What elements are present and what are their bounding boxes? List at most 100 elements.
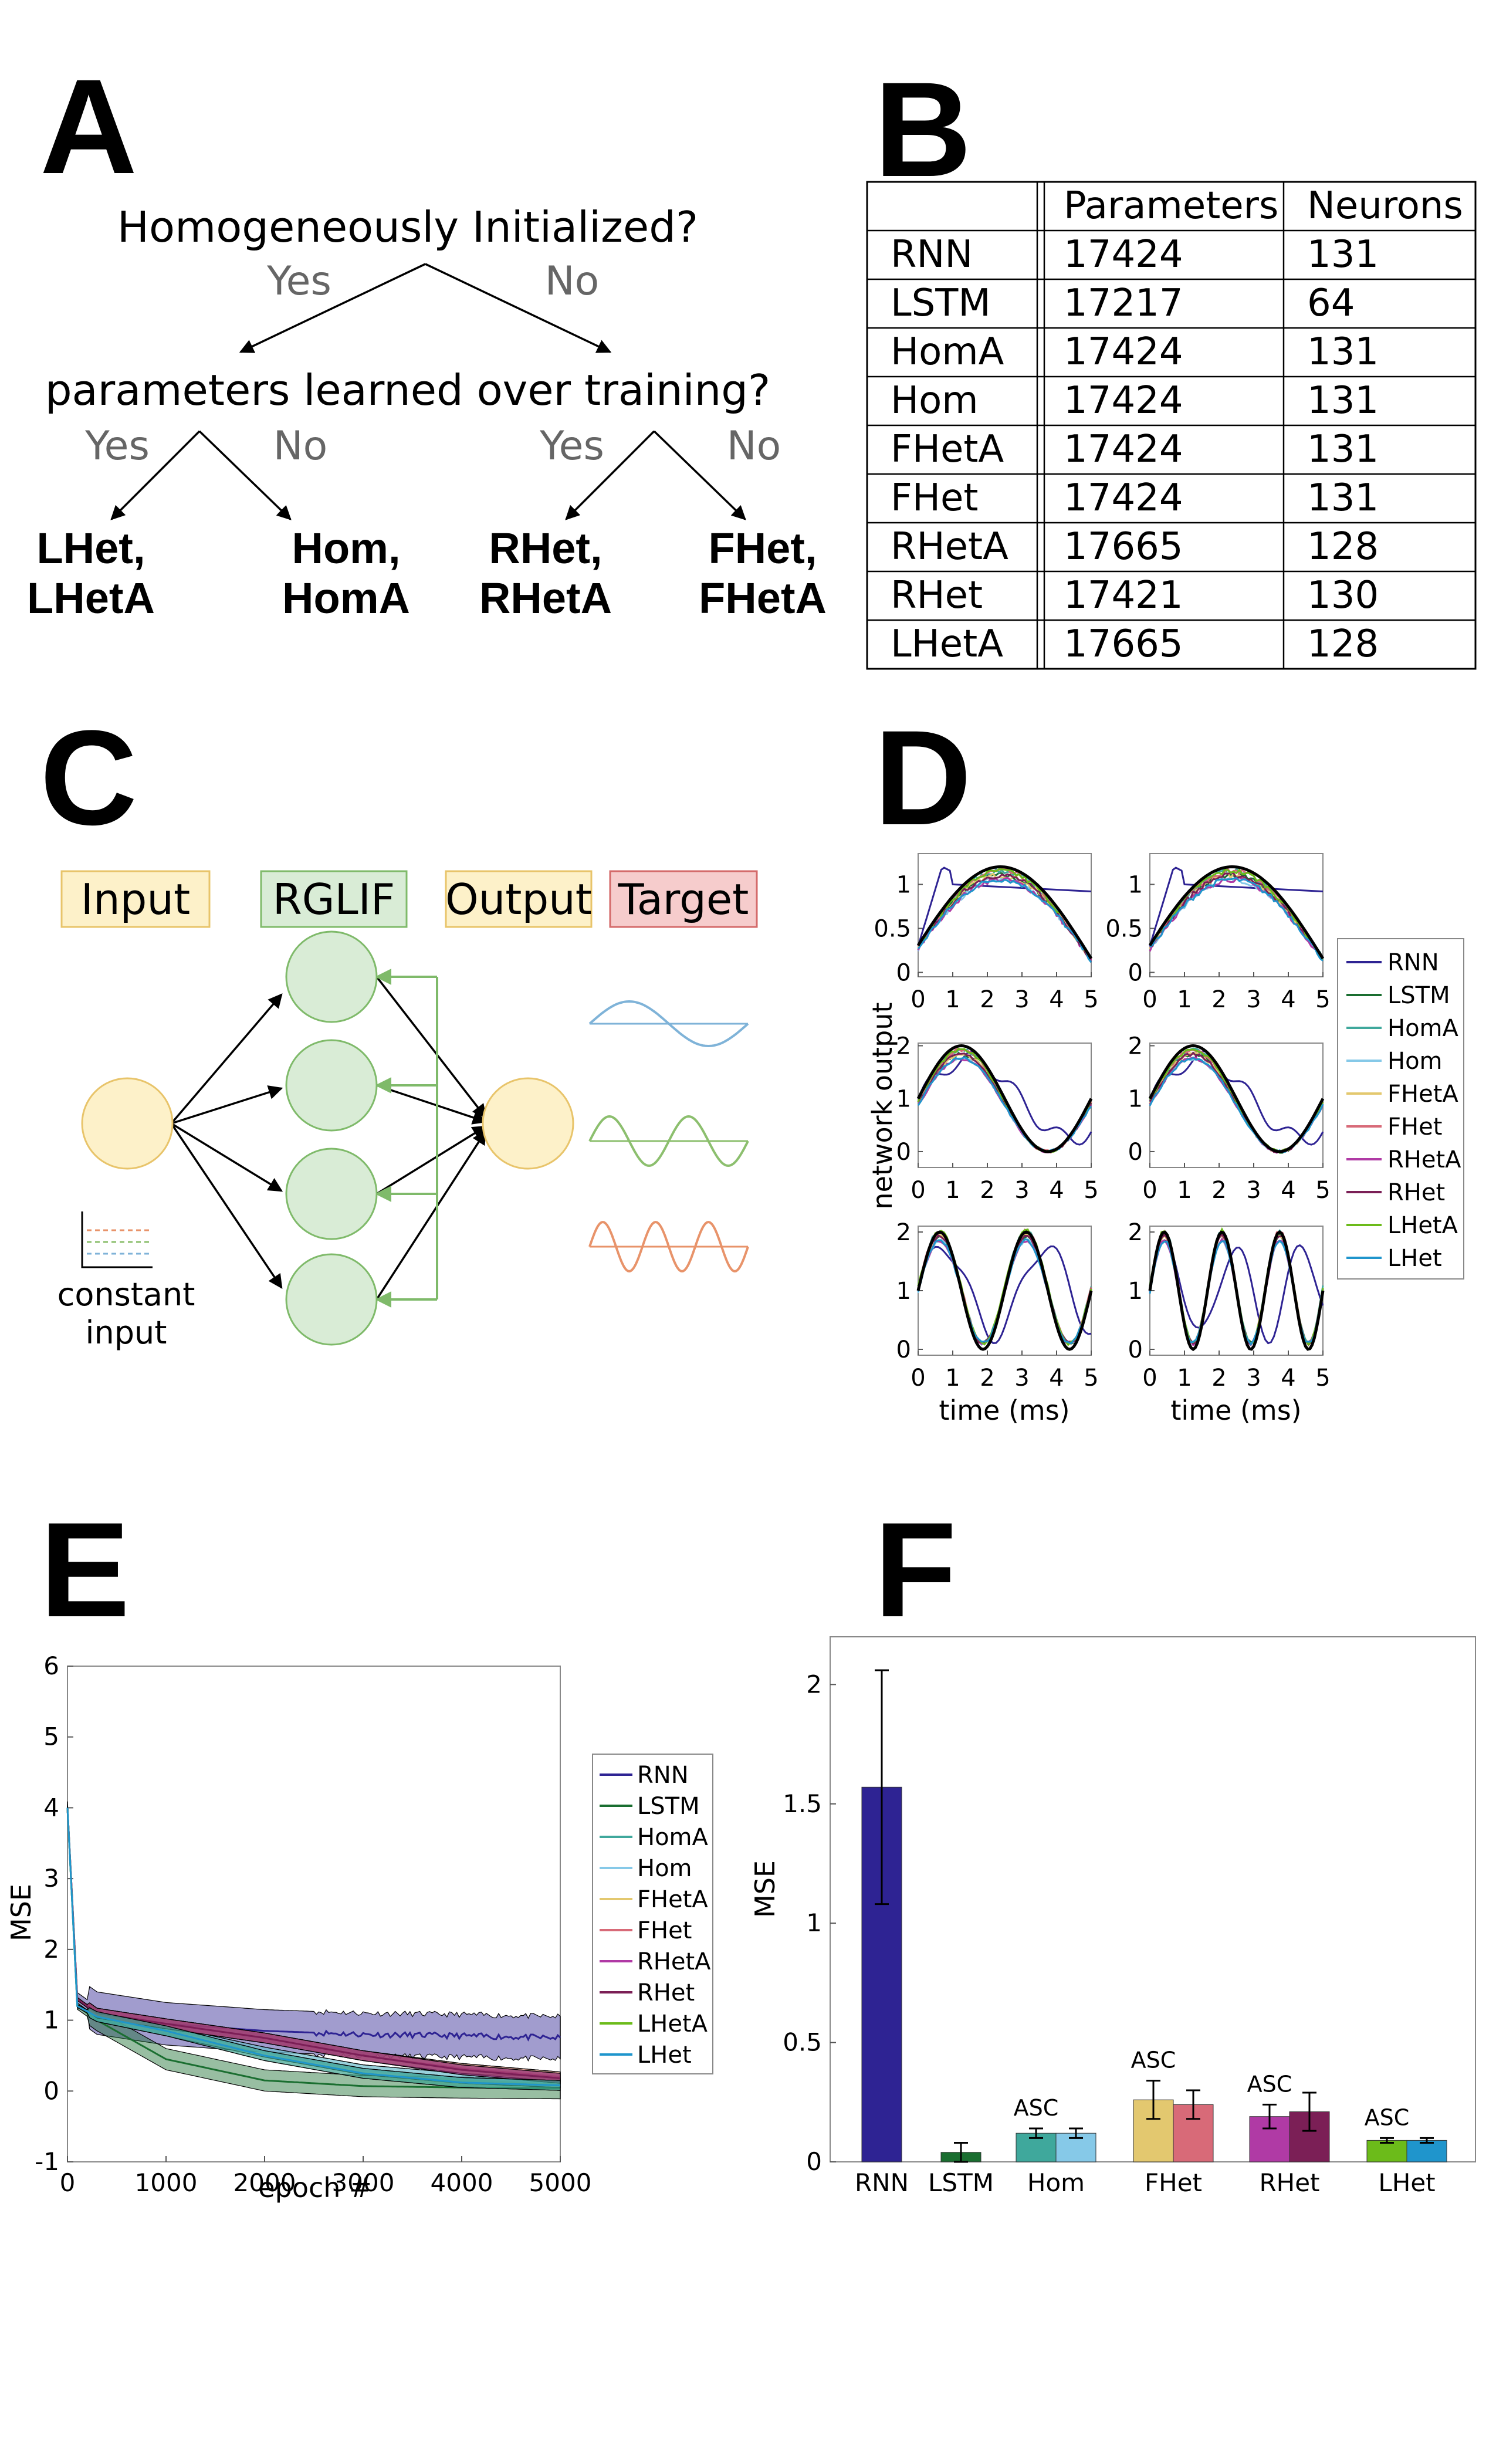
- table-cell: HomA: [891, 330, 1004, 374]
- edge-h1-out: [375, 976, 487, 1119]
- x-tick-label: 0: [1142, 986, 1157, 1013]
- x-tick-label: 5: [1315, 1177, 1330, 1204]
- x-tick-label: 4: [1049, 1365, 1064, 1392]
- x-tick-label: 1000: [135, 2168, 198, 2197]
- question-learned: parameters learned over training?: [45, 365, 770, 415]
- series-line-rnn: [917, 1245, 1092, 1345]
- y-tick-label: 0.5: [1105, 916, 1143, 943]
- table-cell: 131: [1307, 233, 1379, 276]
- panel-label-b: B: [874, 54, 972, 205]
- hidden-node-1: [285, 930, 378, 1023]
- label-no-2a: No: [273, 423, 327, 469]
- panel-label-f: F: [874, 1494, 957, 1645]
- table-cell: 17424: [1064, 379, 1183, 422]
- x-tick-label: 4: [1281, 1365, 1295, 1392]
- x-tick-label: 4: [1049, 986, 1064, 1013]
- legend-label: Hom: [637, 1855, 692, 1882]
- y-tick-label: 3: [43, 1864, 59, 1893]
- panel-label-a: A: [40, 51, 137, 202]
- panel-label-c: C: [40, 702, 137, 853]
- y-tick-label: 1: [1128, 1278, 1143, 1305]
- y-tick-label: 1: [806, 1908, 822, 1937]
- category-label: FHet: [1145, 2168, 1202, 2197]
- arrow-yes-1: [239, 263, 426, 353]
- target-line: [1148, 1230, 1325, 1352]
- x-tick-label: 0: [1142, 1177, 1157, 1204]
- y-tick-label: 1: [43, 2006, 59, 2035]
- y-tick-label: 1: [896, 1086, 911, 1113]
- y-tick-label: 1: [1128, 1086, 1143, 1113]
- target-line: [1148, 865, 1325, 960]
- x-tick-label: 3: [1246, 1177, 1261, 1204]
- leaf-hom-1: Hom,: [292, 524, 401, 573]
- legend-label: RHetA: [637, 1948, 711, 1975]
- x-tick-label: 0: [60, 2168, 76, 2197]
- x-tick-label: 0: [911, 1365, 925, 1392]
- target-line: [1148, 1044, 1325, 1153]
- y-tick-label: 0.5: [783, 2028, 822, 2057]
- label-yes-1: Yes: [266, 258, 331, 304]
- question-homogeneous: Homogeneously Initialized?: [117, 202, 698, 252]
- label-no-2b: No: [727, 423, 781, 469]
- constant-input-axes: [81, 1211, 153, 1268]
- category-label: LHet: [1378, 2168, 1435, 2197]
- x-tick-label: 0: [1142, 1365, 1157, 1392]
- y-tick-label: 1.5: [783, 1789, 822, 1818]
- table-cell: 17424: [1064, 476, 1183, 520]
- target-wave-orange: [588, 1220, 749, 1273]
- line-lhet: [66, 1808, 561, 2087]
- x-tick-label: 2: [980, 1177, 994, 1204]
- x-tick-label: 1: [945, 1365, 960, 1392]
- category-label: RNN: [855, 2168, 909, 2197]
- y-axis-label: MSE: [749, 1860, 781, 1918]
- table-cell: 64: [1307, 282, 1355, 325]
- legend-label: HomA: [1387, 1015, 1459, 1042]
- series-line-rnn: [1149, 1050, 1324, 1146]
- y-tick-label: 0: [1128, 1336, 1143, 1363]
- x-axis-label: time (ms): [939, 1395, 1069, 1426]
- table-cell: 128: [1307, 525, 1379, 568]
- x-tick-label: 0: [911, 986, 925, 1013]
- asc-label: ASC: [1365, 2104, 1410, 2130]
- leaf-fhet-2: FHetA: [699, 574, 827, 622]
- table-cell: LHetA: [891, 622, 1003, 666]
- leaf-hom-2: HomA: [282, 574, 410, 622]
- constant-input-label-1: constant: [57, 1276, 195, 1313]
- table-cell: 130: [1307, 574, 1379, 617]
- y-tick-label: 2: [1128, 1219, 1143, 1246]
- panel-a-tree: Homogeneously Initialized? Yes No parame…: [27, 202, 827, 622]
- table-cell: 17665: [1064, 622, 1183, 666]
- target-line: [916, 1230, 1093, 1351]
- panel-f-bar-chart: 0 0.5 1 1.5 2 MSE RNN LSTM Hom FHet RHet LHet ASC ASC…: [749, 1636, 1476, 2197]
- target-line: [916, 1044, 1093, 1153]
- table-cell: 128: [1307, 622, 1379, 666]
- category-label: LSTM: [928, 2168, 994, 2197]
- x-tick-label: 1: [1177, 1177, 1192, 1204]
- y-axis-label: network output: [867, 1002, 898, 1209]
- table-cell: 17421: [1064, 574, 1183, 617]
- y-tick-label: 2: [43, 1935, 59, 1964]
- rglif-box: [260, 870, 408, 928]
- x-tick-label: 2: [980, 1365, 994, 1392]
- output-node: [482, 1077, 574, 1170]
- input-box: [60, 870, 211, 928]
- table-cell: 131: [1307, 330, 1379, 374]
- legend-label: HomA: [637, 1824, 709, 1851]
- series-line-rnn: [1149, 867, 1324, 946]
- y-tick-label: 0: [896, 960, 911, 987]
- panel-d-legend: RNN LSTM HomA Hom FHetA FHet RHetA RHet LHetA LHe…: [1337, 938, 1464, 1280]
- y-tick-label: 0: [896, 1139, 911, 1166]
- y-tick-label: 0: [1128, 960, 1143, 987]
- table-cell: 131: [1307, 428, 1379, 471]
- table-cell: RHetA: [891, 525, 1008, 568]
- hidden-node-3: [285, 1148, 378, 1240]
- edge-in-h1: [170, 993, 283, 1125]
- x-tick-label: 3: [1246, 986, 1261, 1013]
- legend-label: FHet: [637, 1917, 692, 1944]
- x-tick-label: 5: [1084, 1365, 1098, 1392]
- x-tick-label: 3: [1246, 1365, 1261, 1392]
- target-label: Target: [618, 875, 749, 924]
- x-tick-label: 4000: [431, 2168, 493, 2197]
- x-tick-label: 4: [1049, 1177, 1064, 1204]
